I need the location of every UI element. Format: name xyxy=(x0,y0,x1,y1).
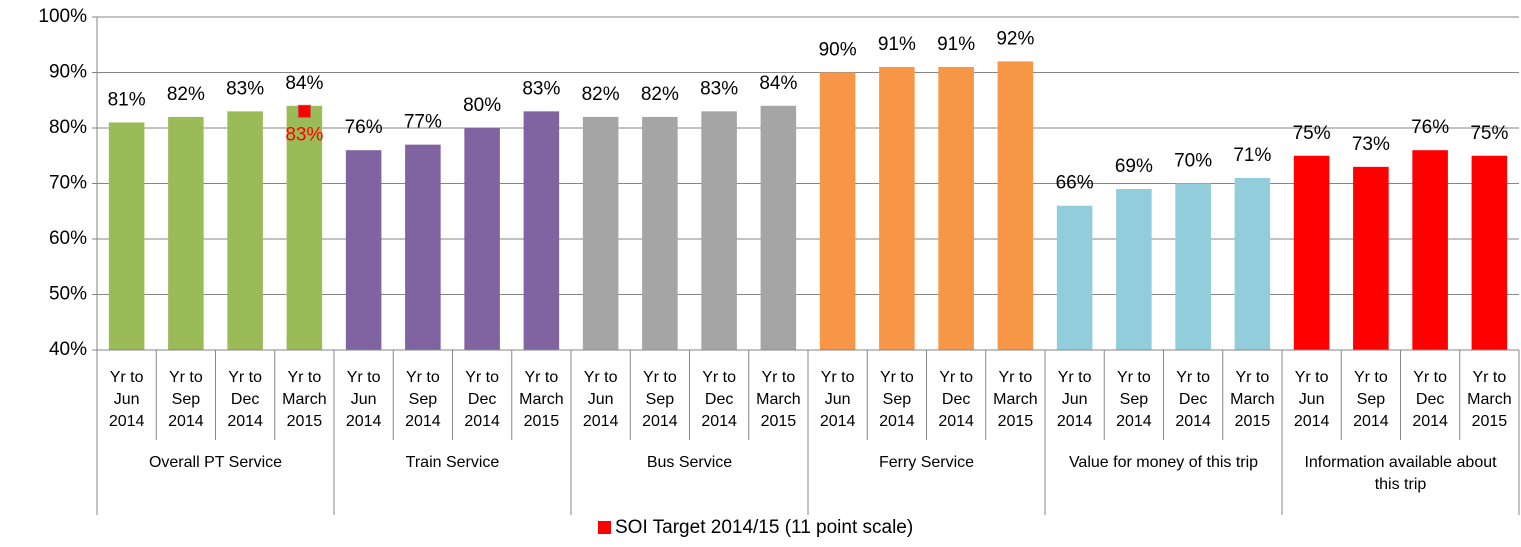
target-marker xyxy=(297,104,311,118)
data-label: 83% xyxy=(700,78,738,99)
x-tick-label: Yr to Jun 2014 xyxy=(345,369,382,430)
group-label: Bus Service xyxy=(646,454,733,471)
bar xyxy=(1234,177,1271,350)
data-label: 84% xyxy=(759,73,797,94)
bar xyxy=(642,116,678,351)
group-label: Ferry Service xyxy=(878,454,975,471)
x-tick-label: Yr to March 2015 xyxy=(756,369,801,430)
y-tick-label: 100% xyxy=(38,6,87,27)
bar xyxy=(997,61,1034,351)
x-tick-label: Yr to Sep 2014 xyxy=(642,369,678,430)
x-tick-label: Yr to Dec 2014 xyxy=(227,369,263,430)
bar xyxy=(523,111,560,350)
bar xyxy=(1293,155,1330,350)
data-label: 91% xyxy=(878,34,916,55)
x-tick-label: Yr to March 2015 xyxy=(282,369,327,430)
bar xyxy=(582,116,619,351)
data-label: 82% xyxy=(167,84,205,105)
x-tick-label: Yr to Jun 2014 xyxy=(108,369,145,430)
y-tick-label: 60% xyxy=(49,228,87,249)
bar xyxy=(345,150,382,350)
x-tick-label: Yr to Dec 2014 xyxy=(1412,369,1448,430)
data-label: 83% xyxy=(522,78,560,99)
data-label: 81% xyxy=(108,89,146,110)
data-label: 69% xyxy=(1115,156,1153,177)
data-label: 73% xyxy=(1352,134,1390,155)
x-tick-label: Yr to March 2015 xyxy=(519,369,564,430)
data-label: 80% xyxy=(463,95,501,116)
data-label: 76% xyxy=(1411,117,1449,138)
x-tick-label: Yr to Dec 2014 xyxy=(1175,369,1211,430)
legend-label: SOI Target 2014/15 (11 point scale) xyxy=(615,517,913,538)
data-label: 71% xyxy=(1233,145,1271,166)
bar xyxy=(819,72,856,350)
x-tick-label: Yr to Sep 2014 xyxy=(1353,369,1389,430)
data-label: 84% xyxy=(285,73,323,94)
group-label: Information available about this trip xyxy=(1304,454,1497,493)
y-tick-label: 40% xyxy=(49,339,87,360)
bar xyxy=(1353,166,1389,350)
bar xyxy=(1116,189,1152,350)
data-label: 82% xyxy=(582,84,620,105)
bar xyxy=(1412,150,1448,350)
data-label: 75% xyxy=(1470,123,1508,144)
bar xyxy=(879,66,915,350)
x-tick-label: Yr to Sep 2014 xyxy=(168,369,204,430)
x-tick-label: Yr to Jun 2014 xyxy=(1056,369,1093,430)
y-tick-label: 50% xyxy=(49,284,87,305)
data-label: 90% xyxy=(819,40,857,61)
bar xyxy=(938,66,974,350)
group-label: Overall PT Service xyxy=(148,454,283,471)
legend-swatch xyxy=(598,521,611,534)
x-tick-label: Yr to Sep 2014 xyxy=(405,369,441,430)
x-tick-label: Yr to Sep 2014 xyxy=(879,369,915,430)
x-tick-label: Yr to Jun 2014 xyxy=(819,369,856,430)
bar xyxy=(168,116,204,351)
data-label: 92% xyxy=(996,28,1034,49)
x-tick-label: Yr to Jun 2014 xyxy=(582,369,619,430)
x-tick-label: Yr to Dec 2014 xyxy=(701,369,737,430)
y-tick-label: 70% xyxy=(49,173,87,194)
group-label: Value for money of this trip xyxy=(1068,454,1259,471)
bar xyxy=(701,111,737,350)
data-label: 77% xyxy=(404,112,442,133)
bar xyxy=(464,128,500,350)
x-tick-label: Yr to March 2015 xyxy=(1230,369,1275,430)
x-tick-label: Yr to Jun 2014 xyxy=(1293,369,1330,430)
x-tick-label: Yr to Dec 2014 xyxy=(938,369,974,430)
bar xyxy=(227,111,263,350)
target-label: 83% xyxy=(285,124,323,145)
data-label: 82% xyxy=(641,84,679,105)
y-tick-label: 90% xyxy=(49,62,87,83)
bar xyxy=(108,122,145,350)
bar xyxy=(760,105,797,350)
x-tick-label: Yr to Dec 2014 xyxy=(464,369,500,430)
y-tick-label: 80% xyxy=(49,117,87,138)
data-label: 76% xyxy=(345,117,383,138)
x-tick-label: Yr to March 2015 xyxy=(993,369,1038,430)
bar xyxy=(1056,205,1093,350)
data-label: 83% xyxy=(226,78,264,99)
group-label: Train Service xyxy=(405,454,500,471)
data-label: 91% xyxy=(937,34,975,55)
data-label: 70% xyxy=(1174,151,1212,172)
bar xyxy=(1471,155,1508,350)
data-label: 66% xyxy=(1056,173,1094,194)
bar xyxy=(1175,183,1211,350)
x-tick-label: Yr to Sep 2014 xyxy=(1116,369,1152,430)
bar xyxy=(405,144,441,350)
data-label: 75% xyxy=(1293,123,1331,144)
x-tick-label: Yr to March 2015 xyxy=(1467,369,1512,430)
bar xyxy=(286,105,323,350)
